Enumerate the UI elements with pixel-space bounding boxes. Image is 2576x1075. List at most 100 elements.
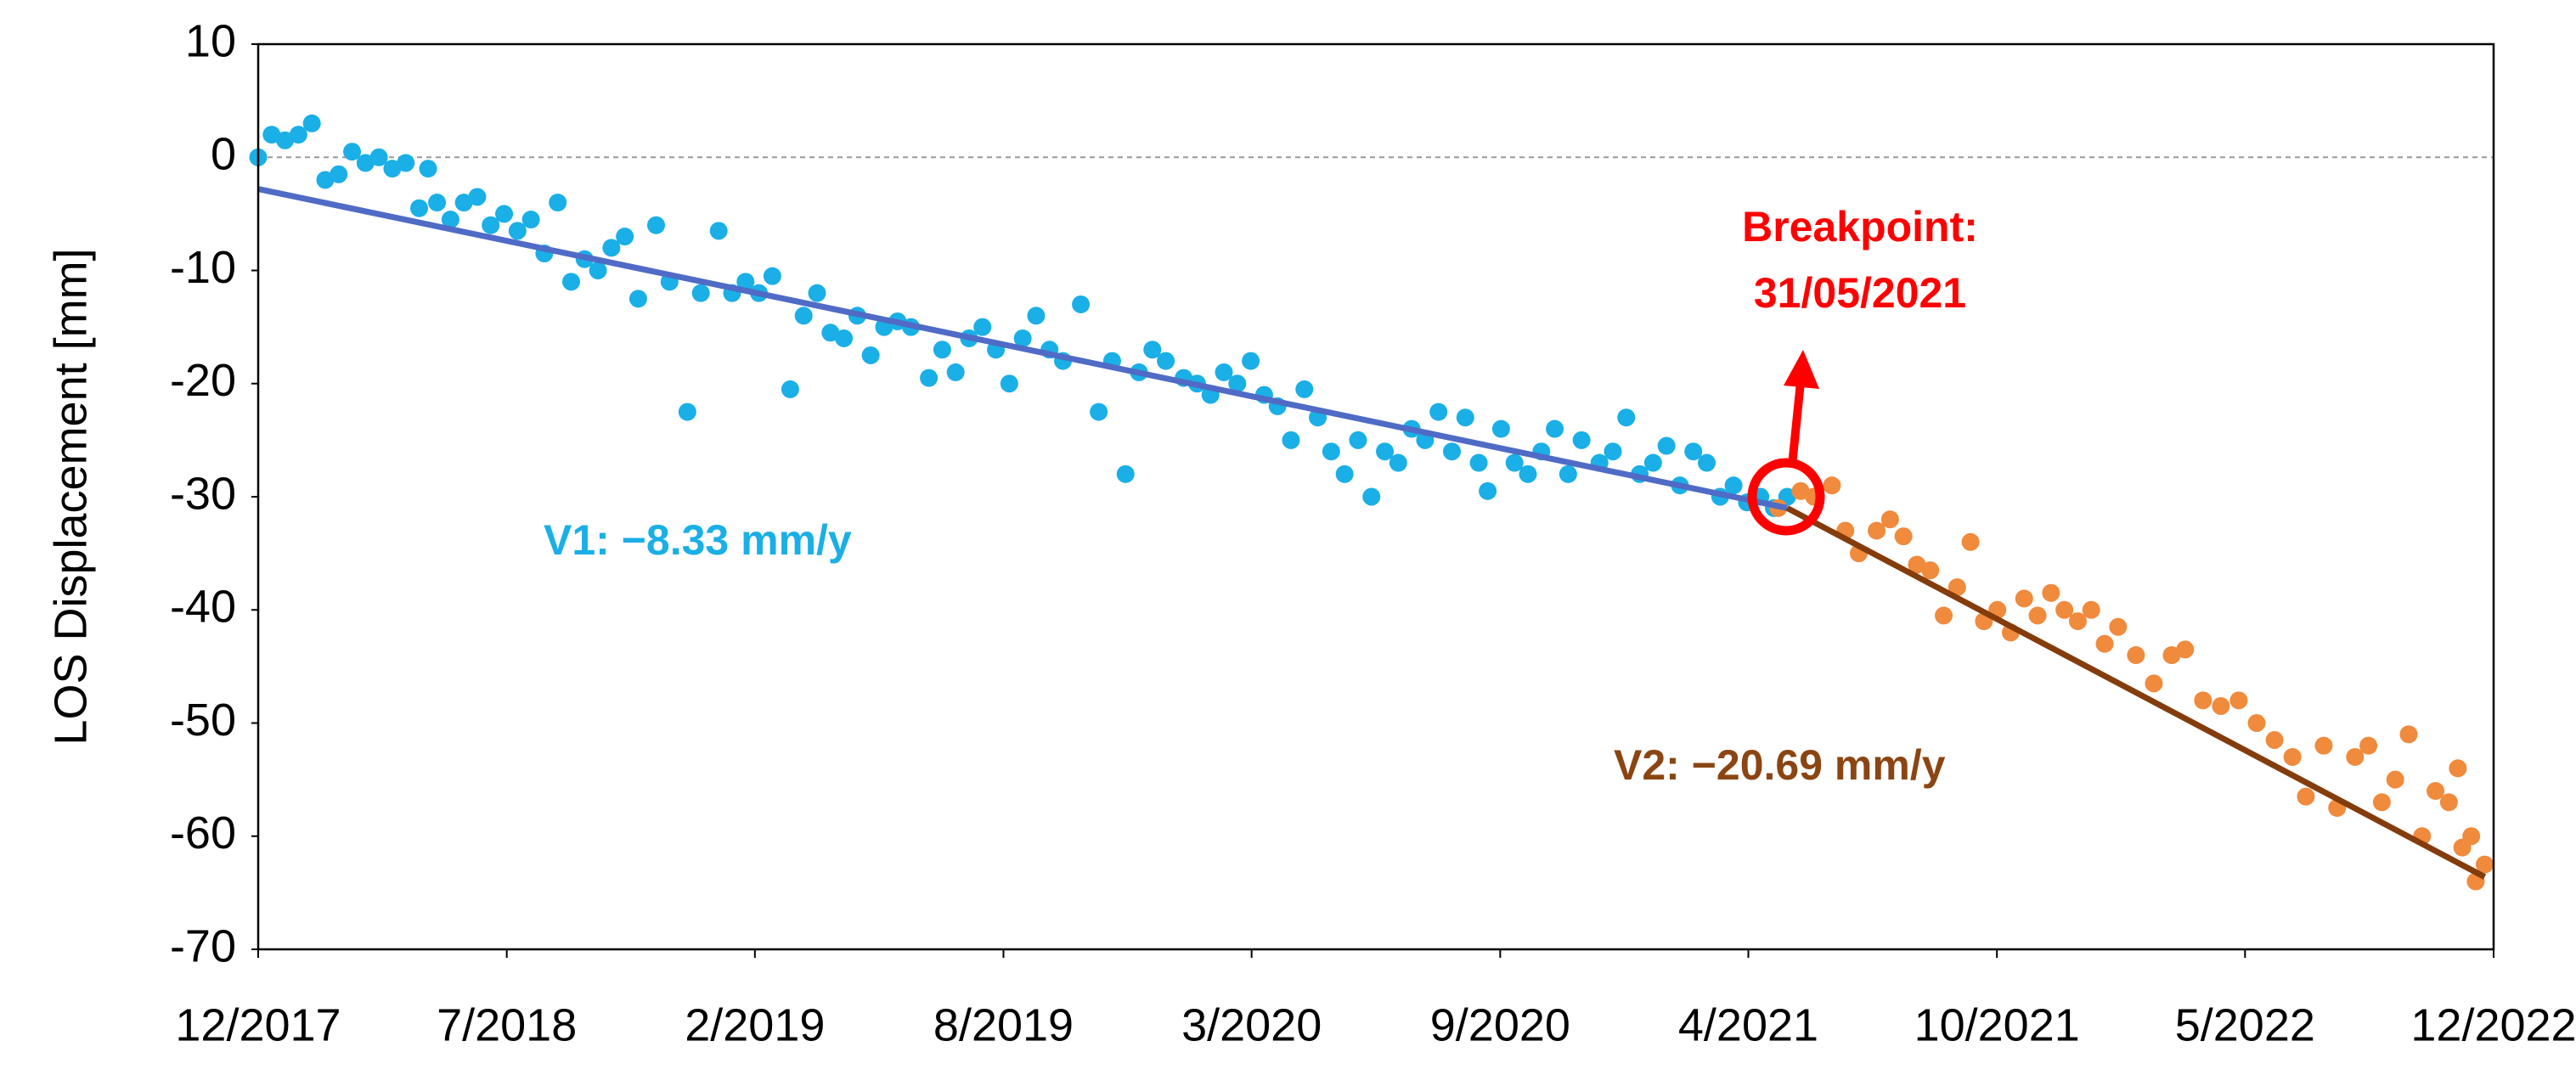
data-point	[383, 160, 402, 178]
y-tick-label: -20	[170, 355, 236, 406]
data-point	[2162, 646, 2181, 665]
y-axis-label: LOS Displacement [mm]	[45, 248, 96, 745]
data-point	[2314, 736, 2333, 755]
trend-line	[257, 186, 1789, 511]
data-point	[1491, 419, 1510, 438]
data-point	[2359, 736, 2378, 755]
data-point	[1823, 476, 1841, 495]
data-point	[2015, 589, 2033, 608]
y-tick-label: -30	[170, 468, 236, 519]
data-point	[1090, 402, 1108, 421]
plot-frame	[256, 42, 2495, 951]
data-point	[1559, 464, 1577, 483]
data-point	[2145, 674, 2163, 693]
data-point	[1013, 329, 1032, 347]
data-point	[1572, 431, 1591, 449]
data-point	[2399, 725, 2418, 744]
data-point	[1604, 442, 1622, 461]
data-point	[781, 380, 799, 398]
data-point	[1724, 476, 1743, 495]
data-point	[1479, 481, 1497, 500]
data-point	[1469, 453, 1488, 472]
data-point	[1116, 464, 1135, 483]
data-point	[1228, 374, 1247, 393]
data-point	[2095, 634, 2114, 653]
data-point	[1376, 442, 1395, 461]
y-tick-label: 10	[185, 15, 236, 66]
y-tick-label: -50	[170, 695, 236, 746]
data-point	[521, 211, 540, 229]
y-tick-label: -70	[170, 920, 236, 971]
data-point	[835, 329, 854, 347]
data-point	[1389, 453, 1407, 472]
x-tick-label: 4/2021	[1678, 999, 1818, 1050]
data-point	[1908, 555, 1926, 574]
annotation: Breakpoint:	[1742, 203, 1978, 250]
x-tick-label: 7/2018	[437, 999, 577, 1050]
data-point	[1698, 453, 1716, 472]
data-point	[2194, 691, 2212, 710]
data-point	[709, 222, 728, 240]
data-point	[920, 369, 939, 387]
data-point	[289, 126, 307, 144]
data-point	[1442, 442, 1461, 461]
data-point	[2386, 770, 2404, 789]
data-point	[1456, 408, 1474, 427]
data-point	[691, 284, 710, 302]
data-point	[1935, 606, 1953, 625]
data-point	[1948, 578, 1966, 597]
data-point	[646, 216, 665, 234]
data-point	[1242, 352, 1260, 370]
data-point	[1657, 436, 1676, 455]
data-point	[419, 160, 437, 178]
data-point	[1546, 419, 1564, 438]
data-point	[736, 273, 755, 291]
breakpoint-circle	[1747, 458, 1825, 536]
annotation: 31/05/2021	[1754, 269, 1966, 317]
data-point	[602, 239, 621, 257]
data-point	[495, 205, 514, 223]
data-point	[589, 262, 607, 279]
data-point	[330, 165, 348, 183]
data-point	[678, 402, 696, 421]
data-point	[2297, 787, 2315, 806]
data-point	[1072, 295, 1091, 313]
data-point	[2109, 617, 2128, 636]
data-point	[2247, 714, 2266, 732]
data-point	[1349, 431, 1367, 449]
data-point	[549, 194, 567, 212]
data-point	[933, 341, 951, 359]
data-point	[1921, 561, 1940, 580]
data-point	[2427, 781, 2445, 800]
breakpoint-arrow-shaft	[1788, 381, 1805, 466]
data-point	[1791, 481, 1810, 500]
data-point	[1894, 527, 1913, 546]
data-point	[1215, 363, 1233, 381]
data-point	[808, 284, 826, 302]
data-point	[2265, 730, 2284, 749]
x-tick-label: 9/2020	[1430, 999, 1570, 1050]
data-point	[794, 307, 813, 325]
y-tick-label: -10	[170, 242, 236, 293]
data-point	[1282, 431, 1300, 449]
data-point	[973, 318, 992, 336]
x-tick-label: 3/2020	[1181, 999, 1322, 1050]
y-tick-label: -60	[170, 808, 236, 858]
data-point	[1000, 374, 1018, 393]
data-point	[262, 126, 281, 144]
y-tick-label: 0	[211, 129, 236, 180]
data-point	[561, 273, 580, 291]
data-point	[343, 143, 362, 161]
data-point	[1322, 442, 1340, 461]
data-point	[441, 211, 459, 229]
data-point	[628, 290, 647, 308]
data-point	[468, 188, 487, 206]
data-point	[2068, 612, 2087, 631]
data-point	[2212, 697, 2230, 716]
data-point	[1295, 380, 1314, 398]
trend-line	[1785, 505, 2487, 880]
data-point	[302, 114, 321, 132]
x-tick-label: 10/2021	[1914, 999, 2080, 1050]
data-point	[2127, 646, 2145, 665]
